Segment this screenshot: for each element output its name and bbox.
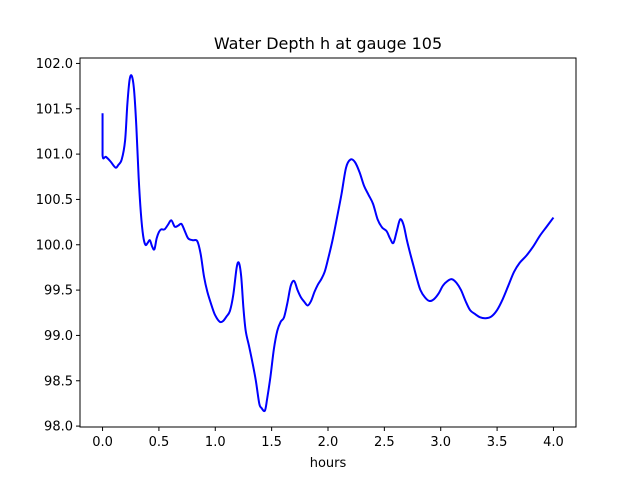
y-tick-label: 99.5 bbox=[44, 284, 73, 299]
x-axis-label: hours bbox=[310, 456, 347, 471]
x-tick-label: 0.5 bbox=[149, 435, 170, 450]
y-tick-label: 99.0 bbox=[44, 329, 73, 344]
x-tick-label: 1.0 bbox=[205, 435, 226, 450]
x-tick-label: 2.0 bbox=[318, 435, 339, 450]
y-tick-label: 98.5 bbox=[44, 374, 73, 389]
y-tick-label: 101.5 bbox=[36, 102, 73, 117]
y-tick-label: 98.0 bbox=[44, 420, 73, 435]
x-tick-label: 3.0 bbox=[430, 435, 451, 450]
x-tick-label: 2.5 bbox=[374, 435, 395, 450]
chart-title: Water Depth h at gauge 105 bbox=[214, 34, 442, 53]
x-tick-label: 4.0 bbox=[543, 435, 564, 450]
x-tick-label: 3.5 bbox=[487, 435, 508, 450]
plot-area-frame bbox=[79, 57, 577, 428]
y-tick-label: 102.0 bbox=[36, 57, 73, 72]
x-axis-ticks: 0.0 0.5 1.0 1.5 2.0 2.5 3.0 3.5 4.0 bbox=[92, 427, 564, 450]
series-layer bbox=[101, 74, 555, 413]
series-line-0 bbox=[101, 74, 555, 413]
y-tick-label: 100.5 bbox=[36, 193, 73, 208]
x-tick-label: 0.0 bbox=[92, 435, 113, 450]
y-tick-label: 101.0 bbox=[36, 148, 73, 163]
x-tick-label: 1.5 bbox=[261, 435, 282, 450]
y-axis-ticks: 98.0 98.5 99.0 99.5 100.0 100.5 101.0 101.5 102.… bbox=[36, 57, 80, 435]
y-tick-label: 100.0 bbox=[36, 238, 73, 253]
